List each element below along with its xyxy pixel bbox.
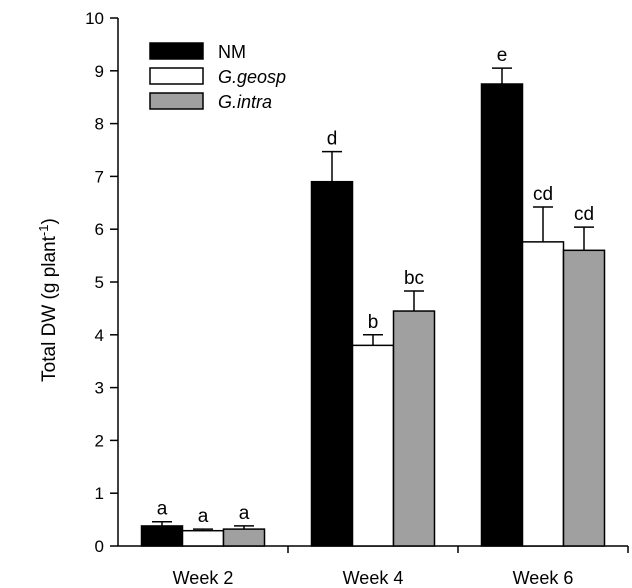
significance-letter: bc [404,268,424,289]
y-tick-label: 7 [95,167,104,186]
bar [521,241,565,547]
legend-swatch [149,67,204,85]
x-tick-label: Week 2 [173,568,234,588]
y-tick-label: 5 [95,273,104,292]
bar [181,529,225,547]
y-axis-label: Total DW (g plant-1) [36,218,60,382]
y-tick-label: 3 [95,379,104,398]
bar [310,180,354,547]
bar [222,528,266,547]
significance-letter: d [327,129,338,150]
y-tick-label: 0 [95,537,104,556]
legend-label: G.intra [218,92,272,112]
significance-letter: a [157,499,168,520]
bar [351,344,395,547]
bar [480,83,524,547]
legend: NM G.geosp G.intra [149,42,286,112]
bar [392,310,436,547]
legend-label: G.geosp [218,67,286,87]
y-tick-label: 10 [85,9,104,28]
y-tick-label: 4 [95,326,104,345]
significance-letter: cd [574,204,594,225]
bar [562,249,606,547]
y-tick-label: 9 [95,62,104,81]
significance-letter: a [239,503,250,524]
y-tick-label: 2 [95,431,104,450]
axes: 0 1 2 3 4 5 6 7 8 9 10 Week 2 Week 4 Week 6 [85,9,629,588]
significance-letter: cd [533,184,553,205]
x-tick-label: Week 4 [343,568,404,588]
legend-label: NM [218,42,246,62]
bar [140,525,184,547]
legend-swatch [149,42,204,60]
y-tick-label: 6 [95,220,104,239]
x-tick-label: Week 6 [513,568,574,588]
significance-letter: a [198,506,209,527]
legend-swatch [149,92,204,110]
y-tick-label: 1 [95,484,104,503]
significance-letter: e [497,45,508,66]
significance-letter: b [368,312,379,333]
y-tick-label: 8 [95,115,104,134]
